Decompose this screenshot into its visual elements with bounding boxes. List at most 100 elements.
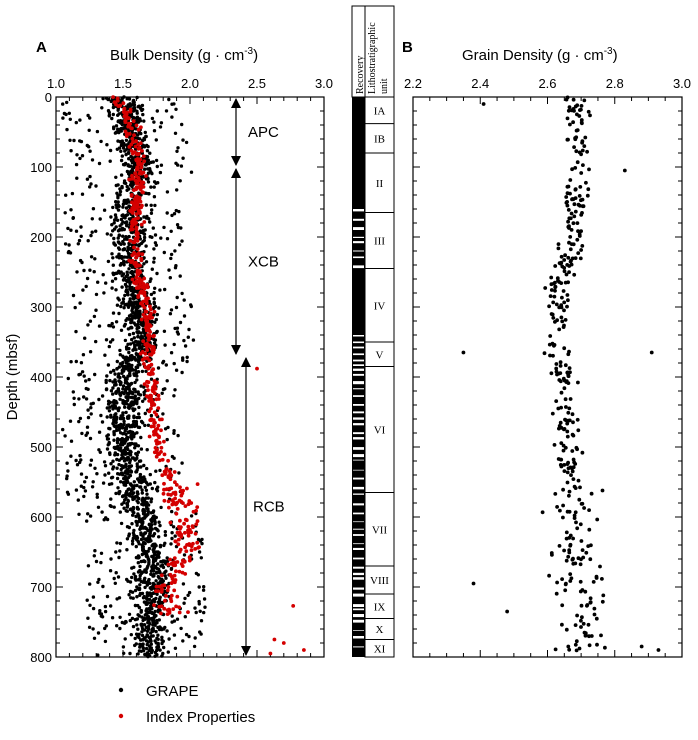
grape-point [117,130,121,135]
grape-point [127,157,131,161]
grape-point [103,473,107,477]
grape-point [113,581,118,585]
grape-point [123,255,127,259]
grain-point [594,616,599,621]
grain-point [582,98,587,103]
grape-point [152,301,156,306]
index-point [175,594,180,599]
grape-point [111,311,116,315]
grape-point [142,636,146,640]
index-point [145,356,150,361]
grape-point [88,116,92,120]
arrow-head [231,156,241,166]
grape-point [98,217,102,221]
grain-point [564,272,569,277]
grain-point [594,574,599,579]
grape-point [82,268,86,273]
grape-point [187,590,192,595]
grape-point [111,338,115,342]
grape-point [114,383,118,387]
grape-point [107,426,111,431]
grape-point [113,451,118,455]
grape-point [137,516,141,520]
grape-point [162,329,167,333]
grape-point [129,154,133,159]
grape-point [157,569,162,574]
grain-point [563,253,567,258]
index-point [167,505,171,510]
index-point [291,604,296,608]
grape-point [142,623,147,627]
index-point [132,197,137,202]
index-point [129,224,134,229]
grape-point [153,338,158,342]
grape-point [128,342,133,346]
index-point [173,563,178,568]
index-point [143,365,148,370]
grape-point [81,353,86,357]
grape-point [145,651,149,655]
grape-point [100,420,105,424]
grape-point [181,356,185,360]
grape-point [121,239,125,244]
index-point [127,132,132,136]
grain-density-panel: B Grain Density (g · cm-3) 2.2 2.4 2.6 2.8 3… [402,39,691,658]
grape-point [118,189,123,194]
grape-point [140,108,144,113]
grape-point [97,397,101,402]
grape-point [122,181,127,185]
grape-point [79,225,83,229]
grape-point [130,456,135,460]
grape-point [178,243,182,247]
grain-point [581,163,585,168]
index-point [138,199,143,204]
grape-point [152,185,156,189]
grape-point [145,466,149,471]
index-point [171,607,176,611]
recovery-gap [353,404,364,406]
grape-point [186,335,190,339]
recovery-gap [353,619,364,623]
index-point [166,492,171,497]
grape-point [61,102,65,106]
index-point [151,371,155,376]
grain-point [561,503,565,508]
grape-point [146,634,150,638]
index-point [152,421,157,425]
grape-point [119,456,124,461]
grape-point [143,228,147,232]
grain-point [563,318,568,322]
index-point [140,252,145,257]
grain-point [555,580,559,585]
recovery-gap [353,209,364,212]
index-point [196,545,201,550]
grape-point [107,110,112,115]
grape-point [153,286,157,290]
grape-point [197,550,202,554]
grape-point [163,533,168,537]
grape-point [145,143,149,148]
grain-point [570,466,574,471]
index-point [154,439,159,443]
grain-point [561,443,566,448]
grape-point [181,582,186,586]
grape-point [87,145,91,149]
grain-point [592,606,597,611]
grape-point [135,401,139,406]
grape-point [152,120,156,124]
grape-point [125,201,129,205]
grape-point [197,585,201,589]
grape-point [92,636,97,640]
grape-point [109,215,113,219]
index-point [132,218,136,223]
grape-point [141,548,145,552]
grape-point [136,465,140,470]
y-tick-label: 0 [45,90,52,105]
grain-point [562,463,567,467]
grain-point [565,293,570,297]
grape-point [117,406,121,410]
grape-point [151,591,155,596]
grape-point [153,515,157,520]
grape-point [129,317,134,321]
grape-point [126,103,130,107]
